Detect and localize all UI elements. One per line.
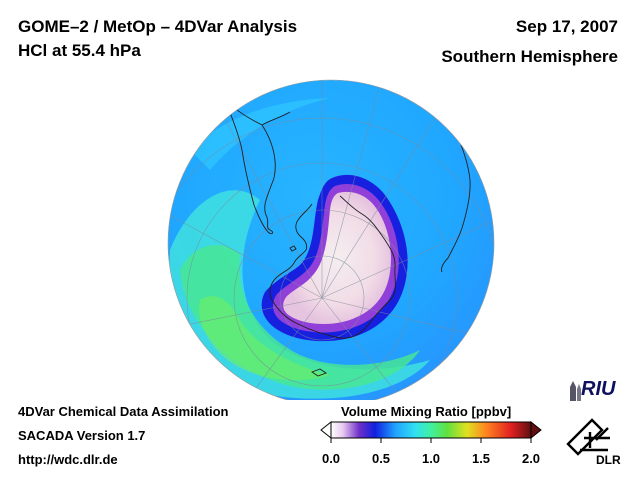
date-label: Sep 17, 2007	[515, 17, 618, 36]
footer-url: http://wdc.dlr.de	[18, 452, 118, 467]
upper-band	[190, 98, 330, 170]
colorbar-tick-label: 0.0	[321, 451, 341, 466]
colorbar-tick-label: 0.5	[371, 451, 391, 466]
colorbar-title: Volume Mixing Ratio [ppbv]	[341, 404, 512, 419]
globe-outline	[167, 79, 495, 400]
region-label: Southern Hemisphere	[441, 47, 618, 66]
colorbar-under-arrow	[320, 420, 332, 440]
high-hcl-peak	[199, 296, 330, 381]
map-title: GOME–2 / MetOp – 4DVar Analysis	[18, 17, 298, 36]
colorbar-ramp	[330, 421, 532, 439]
riu-logo: RIU	[570, 378, 616, 401]
footer-line-1: 4DVar Chemical Data Assimilation	[18, 404, 229, 419]
vortex-core	[283, 191, 391, 325]
svg-text:DLR: DLR	[596, 453, 621, 466]
colorbar-over-arrow	[530, 420, 542, 440]
colorbar-tick-label: 2.0	[521, 451, 541, 466]
map-subtitle: HCl at 55.4 hPa	[18, 41, 141, 60]
graticule	[168, 80, 494, 400]
cologne-cathedral-icon	[570, 381, 576, 401]
dlr-logo: DLR	[566, 418, 621, 466]
footer-line-2: SACADA Version 1.7	[18, 428, 146, 443]
colorbar-tick-label: 1.0	[421, 451, 441, 466]
coastlines	[225, 99, 471, 377]
colorbar-tick-label: 1.5	[471, 451, 491, 466]
svg-text:RIU: RIU	[581, 378, 616, 400]
colorbar	[320, 420, 542, 443]
globe-map	[167, 79, 495, 400]
dlr-emblem-icon	[566, 418, 610, 456]
